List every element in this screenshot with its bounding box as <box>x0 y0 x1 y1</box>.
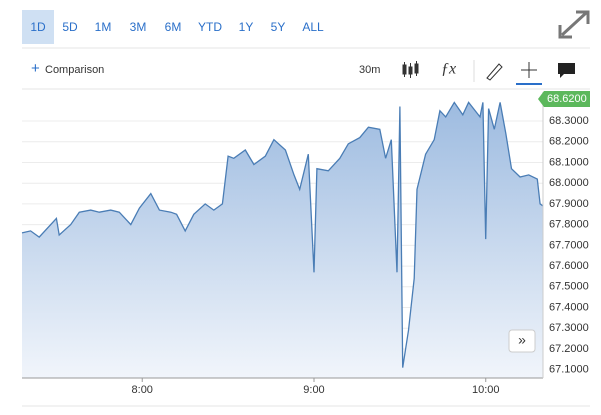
crosshair-icon[interactable] <box>521 62 537 78</box>
plus-icon[interactable]: + <box>31 60 40 77</box>
x-tick-label: 9:00 <box>303 384 324 396</box>
area <box>22 102 543 379</box>
range-button[interactable]: 1Y <box>239 20 254 34</box>
y-tick-label: 68.2000 <box>549 136 589 148</box>
selected-range-bg <box>22 10 54 44</box>
plot: 67.1000 67.2000 67.3000 67.4000 67.5000 67.60… <box>21 91 590 407</box>
y-tick-label: 67.5000 <box>549 281 589 293</box>
scroll-icon[interactable]: » <box>518 332 526 348</box>
candle-icon[interactable] <box>402 61 419 78</box>
expand-icon[interactable] <box>558 10 590 39</box>
comparison-button[interactable]: Comparison <box>45 64 104 76</box>
y-tick-label: 67.6000 <box>549 260 589 272</box>
range-button[interactable]: ALL <box>302 20 324 34</box>
y-tick-label: 67.1000 <box>549 364 589 376</box>
price-badge-label: 68.6200 <box>547 93 587 105</box>
interval-button[interactable]: 30m <box>359 64 380 76</box>
y-tick-label: 67.9000 <box>549 198 589 210</box>
y-tick-label: 67.4000 <box>549 301 589 313</box>
y-tick-label: 68.0000 <box>549 177 589 189</box>
range-button[interactable]: 5Y <box>271 20 286 34</box>
x-tick-label: 8:00 <box>132 384 153 396</box>
y-tick-label: 68.1000 <box>549 156 589 168</box>
price-line <box>21 101 544 368</box>
y-tick-label: 67.2000 <box>549 343 589 355</box>
range-button[interactable]: 6M <box>165 20 182 34</box>
y-tick-label: 67.7000 <box>549 239 589 251</box>
price-badge <box>538 91 590 107</box>
y-tick-label: 67.8000 <box>549 219 589 231</box>
y-tick-label: 67.3000 <box>549 322 589 334</box>
range-button[interactable]: YTD <box>198 20 222 34</box>
range-button[interactable]: 3M <box>130 20 147 34</box>
x-tick-label: 10:00 <box>472 384 500 396</box>
y-tick-label: 68.3000 <box>549 115 589 127</box>
fx-icon[interactable]: ƒx <box>441 61 456 78</box>
draw-icon[interactable] <box>486 63 503 81</box>
range-button[interactable]: 5D <box>62 20 78 34</box>
scroll-button[interactable] <box>508 329 536 353</box>
comment-icon[interactable] <box>558 63 575 78</box>
range-button[interactable]: 1D <box>30 20 46 34</box>
range-button[interactable]: 1M <box>95 20 112 34</box>
